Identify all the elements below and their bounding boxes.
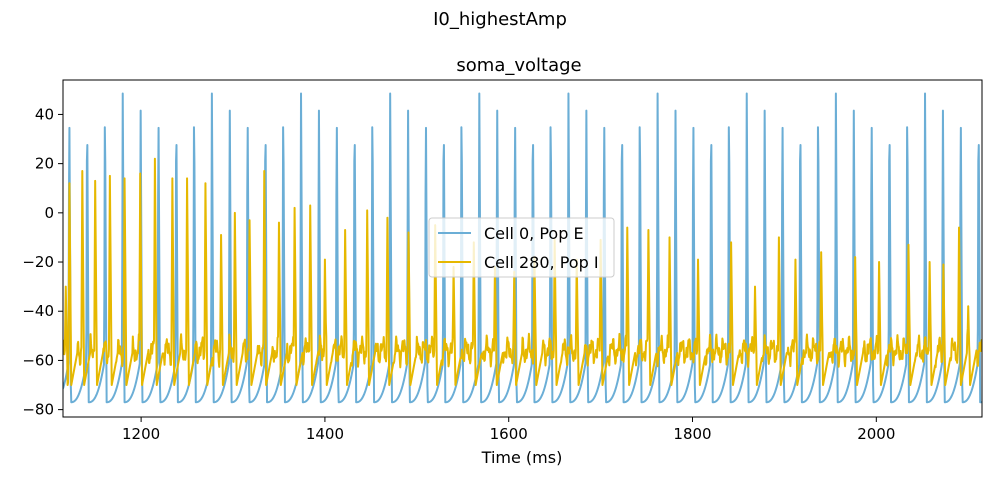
spike-peak-cell-280: [854, 256, 856, 258]
spike-peak-cell-280: [293, 207, 296, 209]
x-axis-label: Time (ms): [481, 448, 563, 467]
spike-peak-cell-280: [778, 236, 780, 239]
series-line-cell-0: [63, 92, 982, 404]
spike-peak-cell-280: [64, 285, 67, 288]
spike-peak-cell-280: [907, 244, 910, 246]
spike-peak-cell-280: [220, 234, 222, 236]
x-tick-label: 1600: [490, 425, 528, 443]
spike-peak-cell-280: [81, 170, 84, 172]
spike-peak-cell-280: [754, 285, 756, 288]
spike-peak-cell-280: [68, 182, 71, 185]
spike-peak-cell-280: [820, 251, 822, 253]
x-tick-label: 1200: [122, 425, 160, 443]
spike-peak-cell-280: [647, 229, 650, 231]
spike-peak-cell-280: [942, 263, 945, 266]
y-tick-label: −80: [22, 401, 54, 419]
y-tick-label: −20: [22, 253, 54, 271]
spike-peak-cell-280: [309, 204, 312, 207]
spike-peak-cell-280: [248, 219, 251, 222]
spike-peak-cell-280: [139, 172, 141, 175]
spike-peak-cell-280: [109, 175, 111, 177]
spike-peak-cell-280: [94, 180, 96, 182]
spike-peak-cell-280: [234, 212, 236, 214]
y-tick-label: 20: [35, 155, 54, 173]
spike-peak-cell-280: [263, 170, 266, 172]
spike-peak-cell-280: [407, 231, 410, 234]
spike-peak-cell-280: [386, 216, 389, 219]
spike-peak-cell-280: [186, 177, 188, 180]
x-tick-label: 2000: [857, 425, 895, 443]
x-tick-label: 1800: [673, 425, 711, 443]
legend-label-cell-0: Cell 0, Pop E: [484, 224, 584, 243]
axes-frame: [62, 79, 983, 418]
spike-peak-cell-280: [154, 157, 156, 160]
y-tick-label: −60: [22, 351, 54, 369]
spike-peak-cell-280: [278, 221, 280, 224]
plot-area: [62, 79, 983, 418]
series-line-cell-280: [63, 157, 982, 387]
spike-peak-cell-280: [958, 226, 960, 229]
spike-peak-cell-280: [123, 177, 126, 180]
spike-peak-cell-280: [668, 236, 671, 239]
legend-box: [428, 217, 615, 278]
y-tick-label: 40: [35, 105, 54, 123]
spike-peak-cell-280: [928, 261, 931, 263]
y-axis: −80 −60 −40 −20 0 20 40: [22, 105, 63, 419]
x-axis: 1200 1400 1600 1800 2000: [122, 417, 895, 443]
spike-peak-cell-280: [366, 209, 368, 212]
spike-peak-cell-280: [697, 258, 699, 261]
spike-peak-cell-280: [967, 305, 970, 308]
y-tick-label: −40: [22, 302, 54, 320]
spike-peak-cell-280: [878, 261, 880, 263]
spike-peak-cell-280: [626, 226, 629, 229]
legend-label-cell-280: Cell 280, Pop I: [484, 253, 599, 272]
spike-peak-cell-280: [730, 241, 732, 244]
spike-peak-cell-280: [324, 258, 326, 261]
chart-title: soma_voltage: [456, 55, 581, 76]
y-tick-label: 0: [44, 204, 54, 222]
legend: Cell 0, Pop E Cell 280, Pop I: [428, 217, 615, 278]
spike-peak-cell-280: [344, 229, 346, 231]
spike-peak-cell-280: [204, 182, 207, 185]
spike-peak-cell-280: [171, 177, 174, 180]
spike-peak-cell-280: [794, 258, 797, 261]
figure-suptitle: I0_highestAmp: [433, 9, 567, 30]
x-tick-label: 1400: [306, 425, 344, 443]
